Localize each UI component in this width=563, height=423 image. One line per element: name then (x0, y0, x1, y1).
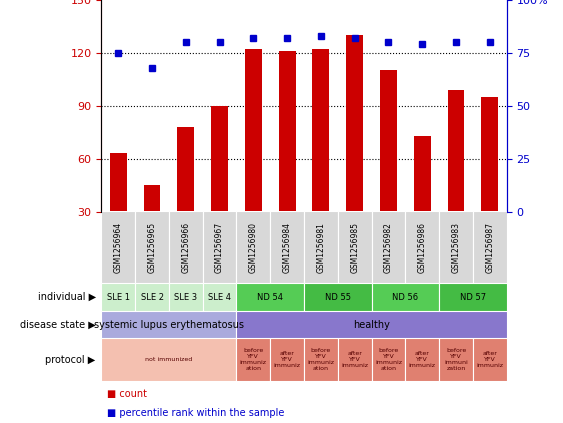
Text: not immunized: not immunized (145, 357, 193, 362)
Bar (481, 97, 498, 264)
Bar (473, 212, 507, 283)
Bar (338, 212, 372, 283)
Bar (473, 338, 507, 381)
Bar (439, 283, 507, 311)
Bar (203, 283, 236, 311)
Text: individual ▶: individual ▶ (38, 292, 96, 302)
Bar (372, 212, 405, 283)
Bar (372, 338, 405, 381)
Text: GSM1256966: GSM1256966 (181, 222, 190, 273)
Bar (270, 212, 304, 283)
Bar (380, 71, 397, 264)
Bar (448, 90, 464, 264)
Text: GSM1256985: GSM1256985 (350, 222, 359, 273)
Bar (304, 212, 338, 283)
Bar (101, 283, 135, 311)
Bar (236, 338, 270, 381)
Text: protocol ▶: protocol ▶ (46, 354, 96, 365)
Bar (101, 338, 236, 381)
Text: SLE 1: SLE 1 (107, 293, 129, 302)
Text: SLE 4: SLE 4 (208, 293, 231, 302)
Text: systemic lupus erythematosus: systemic lupus erythematosus (94, 320, 244, 330)
Text: GSM1256965: GSM1256965 (148, 222, 157, 273)
Text: after
YFV
immuniz: after YFV immuniz (341, 351, 368, 368)
Bar (312, 49, 329, 264)
Text: ND 54: ND 54 (257, 293, 283, 302)
Text: GSM1256986: GSM1256986 (418, 222, 427, 273)
Text: GSM1256980: GSM1256980 (249, 222, 258, 273)
Bar (338, 338, 372, 381)
Bar (439, 338, 473, 381)
Text: SLE 2: SLE 2 (141, 293, 163, 302)
Text: ■ count: ■ count (107, 389, 147, 399)
Text: GSM1256967: GSM1256967 (215, 222, 224, 273)
Bar (245, 49, 262, 264)
Text: before
YFV
immuni
zation: before YFV immuni zation (444, 349, 468, 371)
Text: healthy: healthy (353, 320, 390, 330)
Bar (279, 51, 296, 264)
Bar (405, 212, 439, 283)
Text: ND 57: ND 57 (460, 293, 486, 302)
Bar (101, 212, 135, 283)
Bar (203, 212, 236, 283)
Text: after
YFV
immuniz: after YFV immuniz (476, 351, 503, 368)
Text: GSM1256987: GSM1256987 (485, 222, 494, 273)
Bar (211, 106, 228, 264)
Bar (101, 311, 236, 338)
Text: GSM1256984: GSM1256984 (283, 222, 292, 273)
Bar (270, 338, 304, 381)
Bar (169, 283, 203, 311)
Bar (110, 154, 127, 264)
Bar (236, 283, 304, 311)
Bar (439, 212, 473, 283)
Text: ND 55: ND 55 (325, 293, 351, 302)
Bar (144, 185, 160, 264)
Bar (372, 283, 439, 311)
Bar (304, 338, 338, 381)
Bar (346, 35, 363, 264)
Text: after
YFV
immuniz: after YFV immuniz (409, 351, 436, 368)
Bar (405, 338, 439, 381)
Bar (304, 283, 372, 311)
Text: GSM1256964: GSM1256964 (114, 222, 123, 273)
Text: ■ percentile rank within the sample: ■ percentile rank within the sample (107, 408, 284, 418)
Bar (177, 127, 194, 264)
Text: SLE 3: SLE 3 (174, 293, 198, 302)
Bar (169, 212, 203, 283)
Bar (414, 136, 431, 264)
Text: ND 56: ND 56 (392, 293, 418, 302)
Text: disease state ▶: disease state ▶ (20, 320, 96, 330)
Bar (236, 311, 507, 338)
Bar (135, 283, 169, 311)
Bar (135, 212, 169, 283)
Text: before
YFV
immuniz
ation: before YFV immuniz ation (307, 349, 334, 371)
Text: before
YFV
immuniz
ation: before YFV immuniz ation (240, 349, 267, 371)
Text: GSM1256983: GSM1256983 (452, 222, 461, 273)
Text: GSM1256982: GSM1256982 (384, 222, 393, 273)
Bar (236, 212, 270, 283)
Text: after
YFV
immuniz: after YFV immuniz (274, 351, 301, 368)
Text: before
YFV
immuniz
ation: before YFV immuniz ation (375, 349, 402, 371)
Text: GSM1256981: GSM1256981 (316, 222, 325, 273)
